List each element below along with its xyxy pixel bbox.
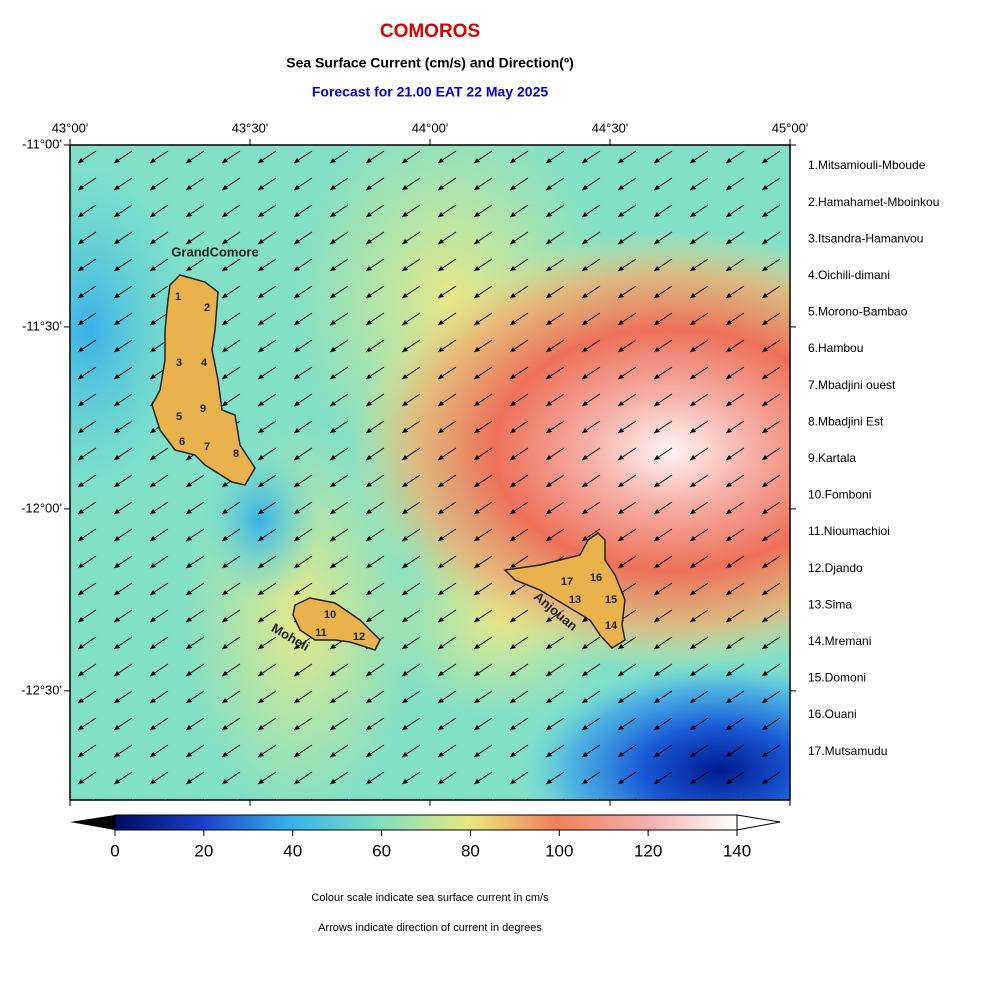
- region-legend-entry: 5.Morono-Bambao: [808, 305, 908, 319]
- colorbar-tick-label: 100: [545, 841, 573, 860]
- region-marker: 13: [569, 594, 581, 606]
- region-marker: 15: [605, 594, 617, 606]
- region-marker: 10: [324, 609, 336, 621]
- region-marker: 3: [176, 357, 182, 369]
- region-marker: 7: [204, 441, 210, 453]
- island: [151, 274, 256, 486]
- region-legend-entry: 11.Nioumachioi: [808, 524, 890, 538]
- island: [503, 532, 626, 649]
- region-marker: 1: [175, 291, 181, 303]
- colorbar-tick-label: 60: [372, 841, 391, 860]
- region-marker: 6: [179, 436, 185, 448]
- x-tick-label: 44°30': [592, 120, 629, 135]
- x-tick-label: 44°00': [412, 120, 449, 135]
- region-legend-entry: 8.Mbadjini Est: [808, 414, 884, 428]
- region-legend-entry: 4.Oichili-dimani: [808, 268, 890, 282]
- region-marker: 5: [176, 411, 182, 423]
- y-tick-label: -11°30': [22, 318, 62, 333]
- x-tick-label: 43°00': [52, 120, 89, 135]
- note: Arrows indicate direction of current in …: [318, 922, 542, 934]
- colorbar-tick-label: 40: [283, 841, 302, 860]
- colorbar-tick-label: 120: [634, 841, 662, 860]
- current-field: [70, 145, 790, 800]
- region-marker: 17: [561, 576, 573, 588]
- island: [292, 597, 381, 651]
- region-marker: 11: [315, 627, 327, 639]
- y-tick-label: -12°30': [21, 682, 62, 697]
- region-marker: 4: [201, 357, 208, 369]
- x-tick-label: 43°30': [232, 120, 269, 135]
- subtitle: Sea Surface Current (cm/s) and Direction…: [286, 55, 574, 71]
- region-legend-entry: 10.Fomboni: [808, 488, 871, 502]
- y-tick-label: -12°00': [21, 500, 62, 515]
- region-legend-entry: 2.Hamahamet-Mboinkou: [808, 195, 939, 209]
- colorbar-high-arrow: [736, 814, 781, 831]
- region-legend-entry: 12.Djando: [808, 561, 863, 575]
- region-legend-entry: 14.Mremani: [808, 634, 871, 648]
- region-marker: 2: [204, 302, 210, 314]
- region-marker: 8: [233, 448, 239, 460]
- x-tick-label: 45°00': [772, 120, 809, 135]
- colorbar-tick-label: 80: [461, 841, 480, 860]
- title: COMOROS: [380, 21, 480, 42]
- region-legend-entry: 16.Ouani: [808, 707, 857, 721]
- region-marker: 9: [200, 403, 206, 415]
- region-legend-entry: 7.Mbadjini ouest: [808, 378, 896, 392]
- region-legend-entry: 17.Mutsamudu: [808, 744, 887, 758]
- region-legend-entry: 6.Hambou: [808, 341, 863, 355]
- region-legend-entry: 1.Mitsamiouli-Mboude: [808, 158, 926, 172]
- note: Colour scale indicate sea surface curren…: [311, 892, 549, 904]
- region-legend-entry: 13.Sima: [808, 597, 852, 611]
- region-legend-entry: 9.Kartala: [808, 451, 856, 465]
- region-legend-entry: 3.Itsandra-Hamanvou: [808, 231, 923, 245]
- island-label: GrandComore: [171, 244, 258, 259]
- colorbar-low-arrow: [70, 815, 115, 830]
- region-legend-entry: 15.Domoni: [808, 671, 866, 685]
- y-tick-label: -11°00': [22, 136, 62, 151]
- colorbar-tick-label: 20: [194, 841, 213, 860]
- forecast: Forecast for 21.00 EAT 22 May 2025: [312, 84, 549, 100]
- colorbar-tick-label: 140: [723, 841, 751, 860]
- region-marker: 14: [605, 620, 618, 632]
- colorbar: [114, 814, 738, 831]
- region-marker: 16: [590, 572, 602, 584]
- colorbar-tick-label: 0: [110, 841, 119, 860]
- region-marker: 12: [353, 631, 365, 643]
